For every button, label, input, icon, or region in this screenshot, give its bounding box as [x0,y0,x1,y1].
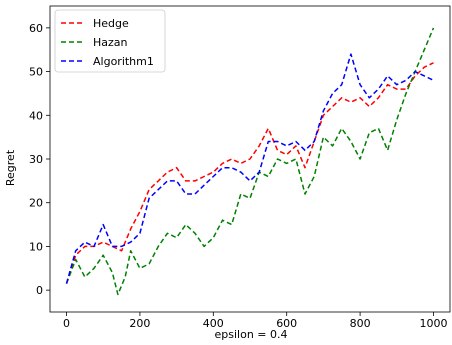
y-tick-label: 50 [29,66,43,79]
y-tick-label: 60 [29,22,43,35]
legend: Hedge Hazan Algorithm1 [54,9,166,73]
y-tick-label: 20 [29,197,43,210]
x-axis-label-group: epsilon = 0.4 [215,328,288,341]
series-lines [65,27,435,296]
x-tick-label: 600 [276,317,297,330]
y-tick-label: 0 [36,284,43,297]
y-tick-label: 40 [29,109,43,122]
y-tick-label: 10 [29,240,43,253]
x-tick-label: 200 [129,317,150,330]
y-axis-label-group: Regret [4,149,17,186]
series-line-algorithm1 [65,53,434,284]
legend-label-algorithm1: Algorithm1 [93,55,154,68]
x-tick-label: 1000 [419,317,447,330]
series-line-hazan [65,27,435,296]
y-tick-label: 30 [29,153,43,166]
y-axis-label: Regret [4,149,17,186]
x-tick-label: 800 [350,317,371,330]
legend-label-hazan: Hazan [93,36,128,49]
legend-label-hedge: Hedge [93,17,129,30]
x-axis-label: epsilon = 0.4 [215,328,288,341]
series-line-hedge [65,62,434,284]
x-tick-label: 0 [63,317,70,330]
legend-box [54,9,166,73]
x-tick-label: 400 [203,317,224,330]
